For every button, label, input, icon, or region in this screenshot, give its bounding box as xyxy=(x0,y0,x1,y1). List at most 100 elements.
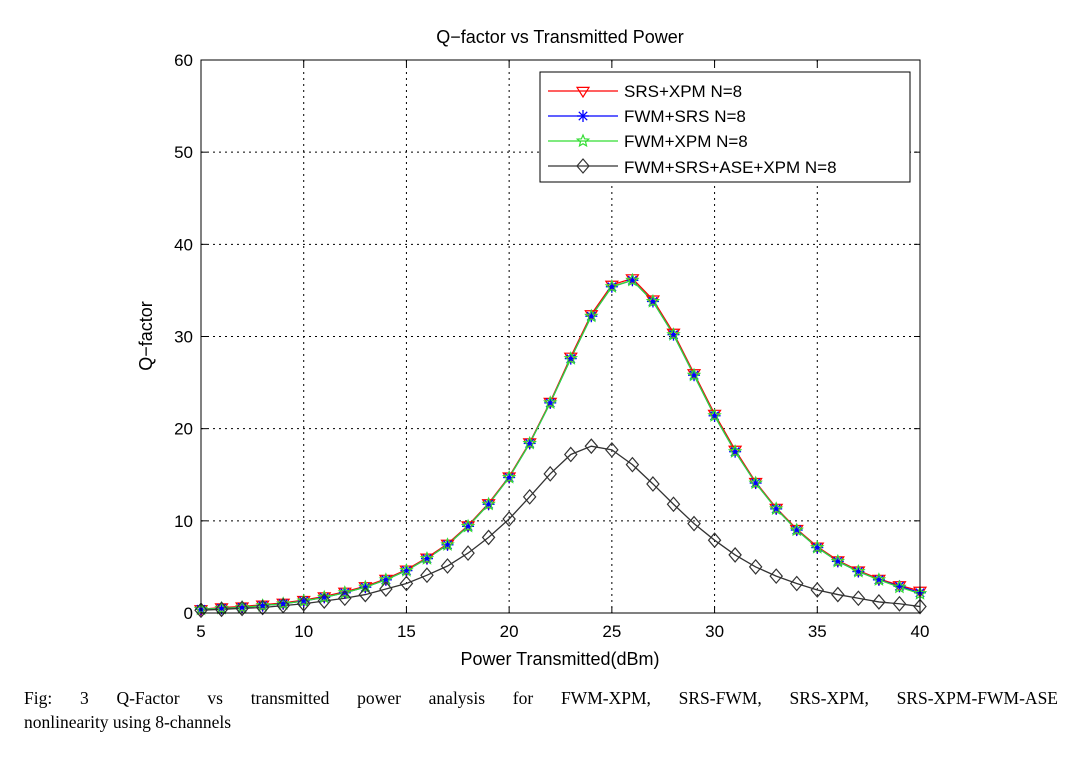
y-tick-label: 0 xyxy=(184,604,193,623)
data-point-fwm-xpm xyxy=(851,563,866,578)
data-point-fwm-xpm xyxy=(543,395,558,409)
caption-line-2: nonlinearity using 8-channels xyxy=(24,712,232,732)
x-tick-label: 5 xyxy=(196,622,205,641)
data-point-fwm-srs-ase-xpm xyxy=(687,515,701,532)
data-point-fwm-xpm xyxy=(440,537,455,551)
data-point-fwm-xpm xyxy=(830,553,846,568)
x-axis-label: Power Transmitted(dBm) xyxy=(460,649,659,669)
ticks: 5 10 15 20 25 30 35 40 0 10 20 30 40 50 60 xyxy=(174,51,929,641)
legend-items xyxy=(548,86,618,174)
chart: 5 10 15 20 25 30 35 40 0 10 20 30 40 50 60 Q−factor vs… xyxy=(136,27,929,669)
data-point-fwm-xpm xyxy=(255,598,270,612)
data-point-fwm-srs-ase-xpm xyxy=(317,593,332,609)
x-tick-label: 35 xyxy=(808,622,827,641)
data-point-fwm-xpm xyxy=(871,572,887,586)
data-point-fwm-xpm xyxy=(563,351,578,365)
data-point-fwm-xpm xyxy=(214,600,229,615)
y-tick-label: 30 xyxy=(174,328,193,347)
data-point-fwm-xpm xyxy=(481,496,496,511)
data-point-fwm-srs-ase-xpm xyxy=(605,441,619,458)
data-point-fwm-srs-ase-xpm xyxy=(338,590,352,607)
data-point-fwm-xpm xyxy=(892,579,907,594)
data-point-fwm-xpm xyxy=(501,469,517,484)
data-point-fwm-srs-ase-xpm xyxy=(194,602,208,619)
x-tick-label: 30 xyxy=(705,622,724,641)
data-point-fwm-srs-ase-xpm xyxy=(358,586,373,603)
data-point-fwm-xpm xyxy=(584,308,599,323)
data-point-fwm-srs-ase-xpm xyxy=(420,567,434,584)
data-point-fwm-srs-ase-xpm xyxy=(399,575,414,592)
data-point-fwm-xpm xyxy=(645,293,661,308)
grid xyxy=(201,60,920,613)
legend-box xyxy=(539,71,911,183)
data-point-fwm-srs-ase-xpm xyxy=(769,568,783,585)
data-point-fwm-srs-ase-xpm xyxy=(543,465,558,482)
data-point-fwm-xpm xyxy=(666,327,681,341)
data-point-fwm-xpm xyxy=(234,599,250,614)
data-point-fwm-xpm xyxy=(625,272,640,287)
data-point-fwm-srs-ase-xpm xyxy=(707,532,722,549)
data-point-fwm-srs-ase-xpm xyxy=(851,590,866,607)
figure-caption: Fig: 3 Q-Factor vs transmitted power ana… xyxy=(24,686,1058,734)
data-point-fwm-xpm xyxy=(317,589,332,604)
y-tick-label: 20 xyxy=(174,420,193,439)
data-point-fwm-srs-ase-xpm xyxy=(214,601,229,618)
legend-label-fwm-xpm: FWM+XPM N=8 xyxy=(624,132,748,151)
data-point-fwm-srs-ase-xpm xyxy=(235,600,249,617)
data-point-fwm-xpm xyxy=(810,539,825,554)
y-tick-label: 50 xyxy=(174,143,193,162)
data-point-fwm-xpm xyxy=(789,522,804,537)
data-point-fwm-xpm xyxy=(727,444,743,458)
data-point-fwm-srs-ase-xpm xyxy=(522,488,537,505)
data-point-fwm-xpm xyxy=(358,579,373,594)
data-point-fwm-srs-ase-xpm xyxy=(892,595,907,612)
data-point-fwm-srs-ase-xpm xyxy=(666,496,681,513)
data-point-fwm-xpm xyxy=(522,435,537,450)
legend-label-fwm-srs-ase-xpm: FWM+SRS+ASE+XPM N=8 xyxy=(624,158,837,177)
data-point-fwm-srs-ase-xpm xyxy=(625,456,640,473)
legend-marker-fwm-xpm xyxy=(575,133,591,148)
data-point-fwm-xpm xyxy=(399,563,414,577)
data-point-fwm-srs-ase-xpm xyxy=(481,529,496,546)
data-point-fwm-srs-ase-xpm xyxy=(831,586,845,603)
y-axis-label: Q−factor xyxy=(136,301,156,371)
data-point-fwm-srs-ase-xpm xyxy=(913,598,927,615)
chart-title: Q−factor vs Transmitted Power xyxy=(436,27,684,47)
data-point-fwm-srs-ase-xpm xyxy=(584,438,599,455)
data-point-fwm-xpm xyxy=(460,518,476,533)
series-markers xyxy=(193,272,928,619)
data-point-fwm-srs-ase-xpm xyxy=(296,595,311,612)
data-point-fwm-srs-ase-xpm xyxy=(646,476,660,492)
y-tick-label: 10 xyxy=(174,512,193,531)
x-tick-label: 40 xyxy=(911,622,930,641)
data-point-fwm-srs-ase-xpm xyxy=(728,547,742,563)
data-point-fwm-xpm xyxy=(604,279,620,293)
legend[interactable]: SRS+XPM N=8 FWM+SRS N=8 FWM+XPM N=8 FWM+… xyxy=(539,71,911,183)
data-point-fwm-xpm xyxy=(686,367,702,382)
x-tick-label: 10 xyxy=(294,622,313,641)
data-point-fwm-srs-ase-xpm xyxy=(379,581,393,597)
y-tick-label: 40 xyxy=(174,235,193,254)
x-tick-label: 20 xyxy=(500,622,519,641)
data-point-fwm-srs-ase-xpm xyxy=(255,599,270,616)
data-point-fwm-srs-ase-xpm xyxy=(748,558,763,575)
legend-marker-srs-xpm xyxy=(575,86,591,99)
legend-label-fwm-srs: FWM+SRS N=8 xyxy=(624,107,746,126)
legend-label-srs-xpm: SRS+XPM N=8 xyxy=(624,82,742,101)
data-point-fwm-xpm xyxy=(419,551,435,565)
data-point-fwm-xpm xyxy=(337,585,352,599)
legend-marker-fwm-srs-ase-xpm xyxy=(576,158,590,174)
y-tick-label: 60 xyxy=(174,51,193,70)
data-point-fwm-srs-ase-xpm xyxy=(502,511,516,527)
data-point-fwm-xpm xyxy=(748,475,763,490)
data-point-fwm-srs-ase-xpm xyxy=(563,446,578,463)
data-point-fwm-srs-ase-xpm xyxy=(789,575,804,592)
data-point-fwm-srs-ase-xpm xyxy=(440,558,455,574)
data-point-fwm-srs-ase-xpm xyxy=(461,545,475,562)
data-point-fwm-srs-ase-xpm xyxy=(810,582,825,598)
legend-marker-fwm-srs xyxy=(577,110,589,122)
plot-frame xyxy=(200,59,921,614)
data-point-fwm-xpm xyxy=(707,408,722,422)
data-point-fwm-xpm xyxy=(275,596,291,610)
x-tick-label: 15 xyxy=(397,622,416,641)
